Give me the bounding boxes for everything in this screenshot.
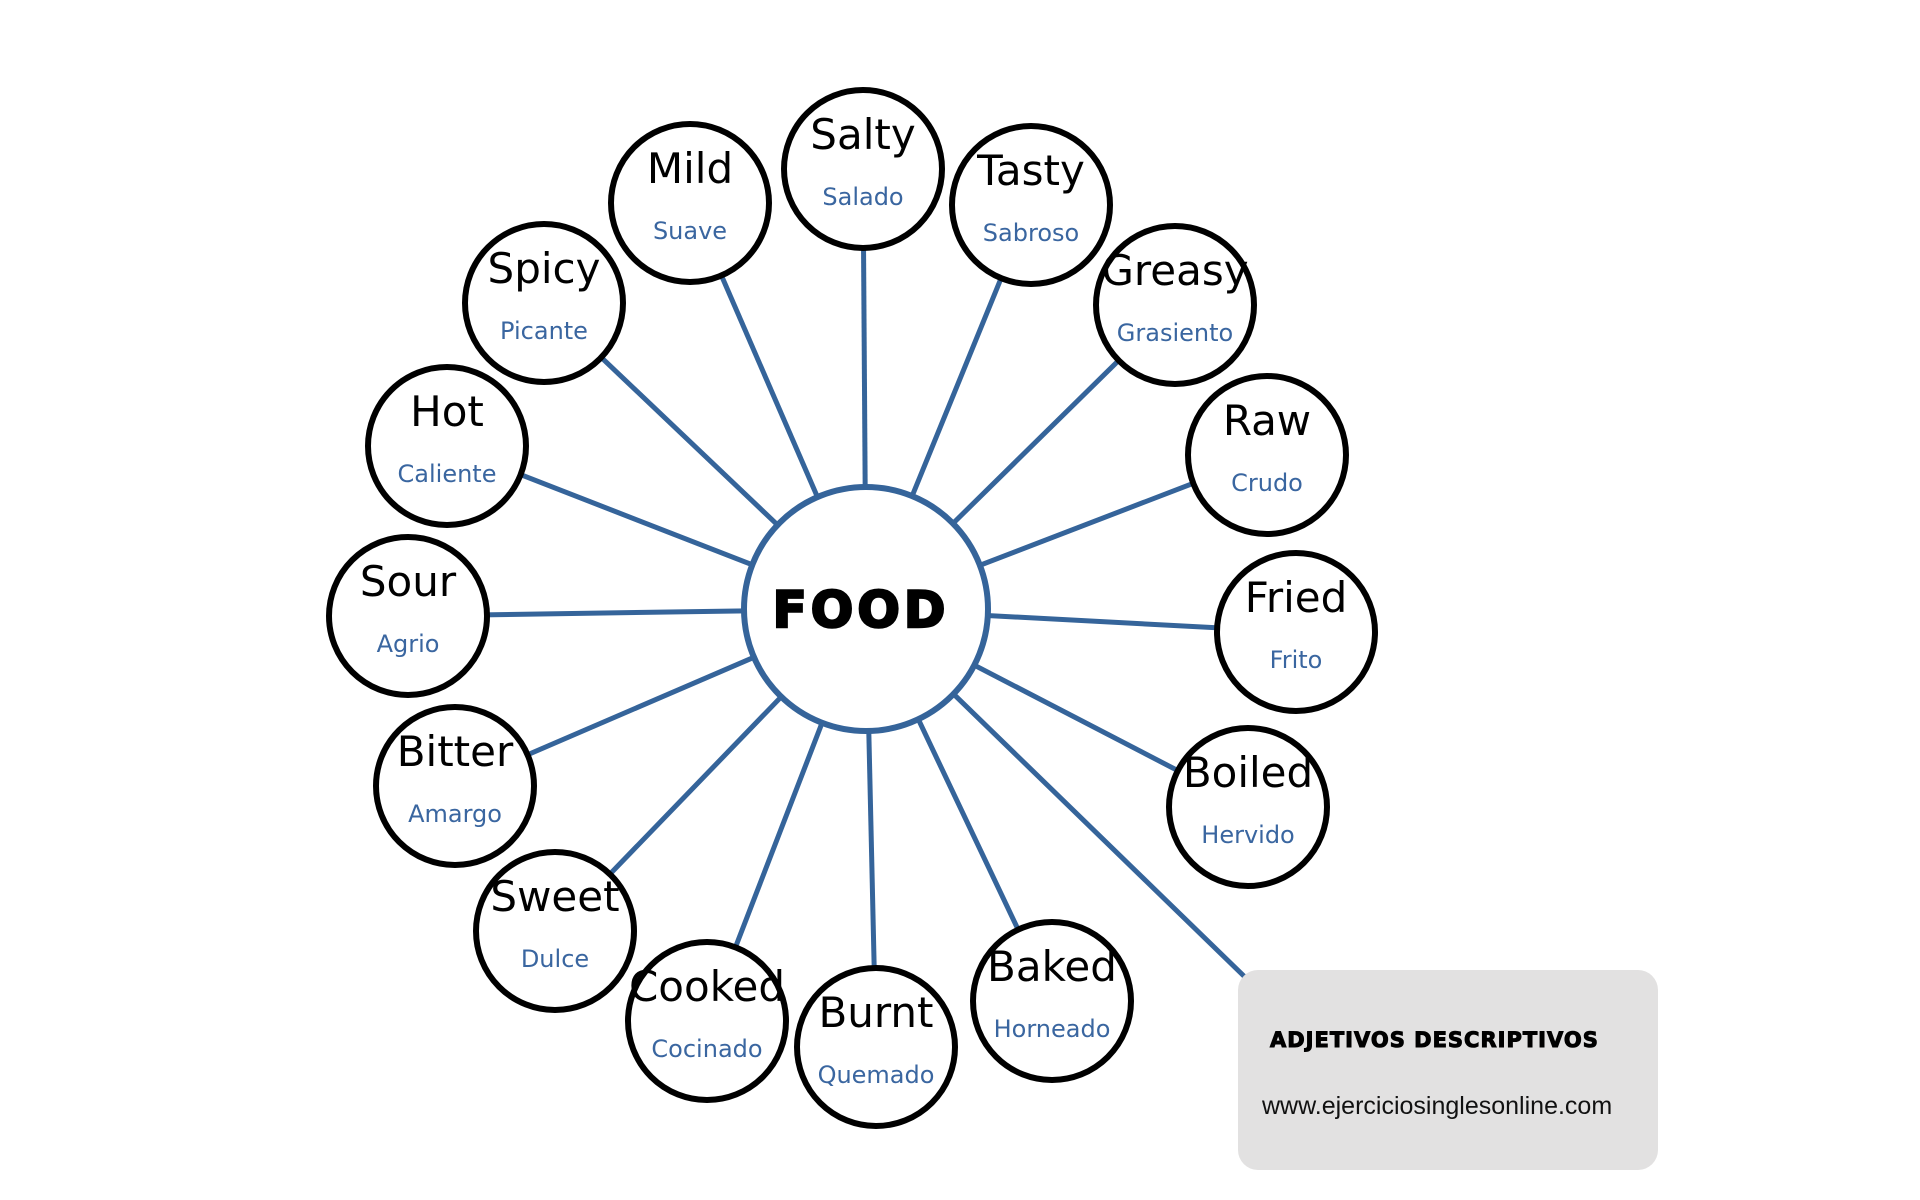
- spanish-translation: Amargo: [408, 800, 502, 828]
- node-circle: [1166, 725, 1330, 889]
- node-hot: Hot Caliente: [365, 364, 529, 528]
- node-boiled: Boiled Hervido: [1166, 725, 1330, 889]
- node-mild: Mild Suave: [608, 121, 772, 285]
- node-baked: Baked Horneado: [970, 919, 1134, 1083]
- node-circle: [794, 965, 958, 1129]
- spanish-translation: Cocinado: [651, 1035, 762, 1063]
- english-word: Baked: [987, 942, 1117, 991]
- english-word: Boiled: [1183, 748, 1313, 797]
- node-raw: Raw Crudo: [1185, 373, 1349, 537]
- english-word: Salty: [810, 110, 915, 159]
- node-circle: [373, 704, 537, 868]
- english-word: Cooked: [629, 962, 785, 1011]
- spanish-translation: Sabroso: [983, 219, 1079, 247]
- spanish-translation: Quemado: [818, 1061, 935, 1089]
- node-greasy: Greasy Grasiento: [1093, 223, 1257, 387]
- node-burnt: Burnt Quemado: [794, 965, 958, 1129]
- spanish-translation: Caliente: [398, 460, 497, 488]
- english-word: Mild: [647, 144, 733, 193]
- english-word: Fried: [1245, 573, 1348, 622]
- english-word: Sweet: [490, 872, 619, 921]
- english-word: Tasty: [976, 146, 1085, 195]
- node-circle: [625, 939, 789, 1103]
- node-salty: Salty Salado: [781, 87, 945, 251]
- node-circle: [1093, 223, 1257, 387]
- website-url: www.ejerciciosinglesonline.com: [1262, 1092, 1613, 1120]
- node-circle: [949, 123, 1113, 287]
- spanish-translation: Hervido: [1201, 821, 1294, 849]
- node-cooked: Cooked Cocinado: [625, 939, 789, 1103]
- english-word: Greasy: [1101, 246, 1248, 295]
- english-word: Sour: [360, 557, 457, 606]
- node-circle: [473, 849, 637, 1013]
- center-label: FOOD: [773, 581, 950, 639]
- node-circle: [462, 221, 626, 385]
- spanish-translation: Grasiento: [1117, 319, 1233, 347]
- node-circle: [781, 87, 945, 251]
- node-circle: [970, 919, 1134, 1083]
- info-title: ADJETIVOS DESCRIPTIVOS: [1270, 1028, 1599, 1053]
- spanish-translation: Suave: [653, 217, 727, 245]
- node-tasty: Tasty Sabroso: [949, 123, 1113, 287]
- node-circle: [326, 534, 490, 698]
- spanish-translation: Crudo: [1231, 469, 1303, 497]
- node-circle: [608, 121, 772, 285]
- english-word: Burnt: [818, 988, 933, 1037]
- node-circle: [1214, 550, 1378, 714]
- spanish-translation: Dulce: [521, 945, 589, 973]
- english-word: Spicy: [488, 244, 601, 293]
- english-word: Bitter: [397, 727, 514, 776]
- node-fried: Fried Frito: [1214, 550, 1378, 714]
- node-circle: [1185, 373, 1349, 537]
- spanish-translation: Salado: [822, 183, 903, 211]
- spanish-translation: Picante: [500, 317, 588, 345]
- center-circle: [741, 484, 991, 734]
- spanish-translation: Frito: [1270, 646, 1323, 674]
- info-box: ADJETIVOS DESCRIPTIVOS www.ejerciciosing…: [1238, 970, 1658, 1170]
- node-sweet: Sweet Dulce: [473, 849, 637, 1013]
- node-bitter: Bitter Amargo: [373, 704, 537, 868]
- node-spicy: Spicy Picante: [462, 221, 626, 385]
- node-sour: Sour Agrio: [326, 534, 490, 698]
- english-word: Raw: [1223, 396, 1311, 445]
- node-circle: [365, 364, 529, 528]
- english-word: Hot: [410, 387, 484, 436]
- spanish-translation: Horneado: [994, 1015, 1111, 1043]
- spanish-translation: Agrio: [377, 630, 440, 658]
